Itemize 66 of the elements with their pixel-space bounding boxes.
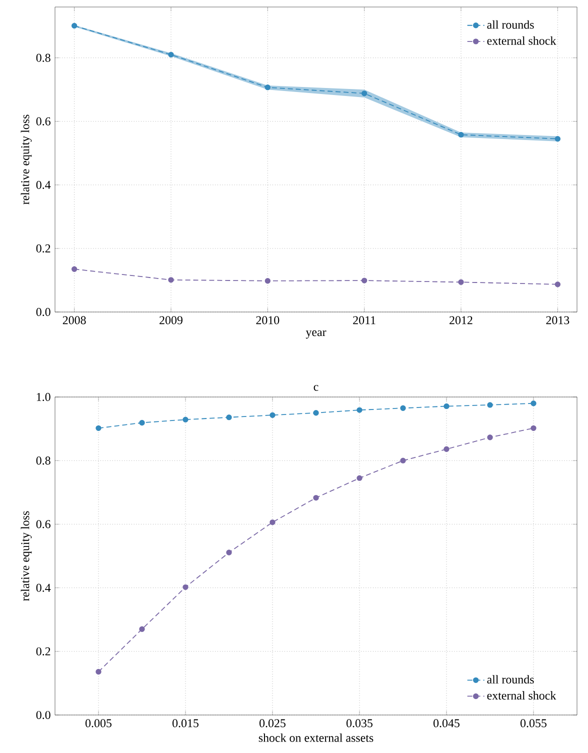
point (71, 266, 78, 272)
point (530, 400, 536, 406)
y-tick-label: 0.0 (36, 308, 50, 316)
y-tick-label: 0.2 (36, 244, 50, 253)
point (458, 279, 464, 285)
point (182, 416, 188, 422)
y-axis-title: relative equity loss (20, 114, 32, 204)
point (487, 434, 493, 440)
y-tick-label: 0.4 (36, 584, 51, 592)
legend-label: all rounds (487, 675, 534, 684)
point (96, 425, 102, 431)
y-tick-label: 0.6 (36, 520, 50, 528)
point (313, 410, 319, 416)
point (361, 278, 368, 284)
x-axis-title: shock on external assets (258, 733, 374, 742)
point (530, 425, 536, 431)
point (400, 458, 406, 464)
point (444, 403, 450, 410)
y-tick-label: 0.4 (36, 180, 51, 189)
point (168, 52, 174, 58)
x-tick-label: 0.055 (520, 719, 546, 728)
x-tick-label: 2011 (353, 316, 376, 324)
point (71, 22, 78, 29)
point (139, 420, 145, 426)
point (168, 277, 174, 283)
point (313, 494, 319, 501)
point (264, 84, 271, 90)
x-tick-label: 0.015 (172, 719, 198, 728)
y-axis-title: relative equity loss (20, 511, 32, 601)
y-tick-label: 0.0 (36, 710, 50, 720)
point (400, 405, 406, 411)
point (356, 407, 362, 413)
point (226, 414, 232, 420)
point (458, 132, 464, 138)
x-axis-title: year (306, 330, 326, 339)
x-tick-label: 2012 (450, 316, 472, 324)
legend-label: all rounds (487, 20, 534, 29)
point (139, 626, 145, 632)
y-tick-label: 1.0 (36, 392, 50, 402)
point (270, 519, 276, 526)
x-tick-label: 2010 (256, 316, 280, 324)
legend-label: external shock (487, 36, 556, 45)
point (356, 475, 362, 481)
point (444, 446, 450, 452)
x-tick-label: 2009 (160, 316, 182, 324)
x-tick-label: 2008 (62, 316, 86, 324)
point (270, 412, 276, 418)
x-tick-label: 0.045 (434, 719, 460, 728)
x-tick-label: 2013 (546, 316, 570, 324)
point (554, 136, 561, 142)
y-tick-label: 0.2 (36, 647, 50, 656)
x-tick-label: 0.025 (260, 719, 286, 728)
point (361, 90, 368, 96)
legend-label: external shock (487, 691, 556, 700)
point (226, 550, 232, 556)
chart-title: c (314, 385, 318, 391)
y-tick-label: 0.6 (36, 117, 50, 126)
point (264, 278, 271, 284)
point (487, 402, 493, 408)
x-tick-label: 0.005 (86, 719, 112, 728)
point (554, 282, 561, 288)
y-tick-label: 0.8 (36, 54, 50, 62)
point (96, 668, 102, 675)
y-tick-label: 0.8 (36, 456, 50, 465)
x-tick-label: 0.035 (346, 719, 372, 728)
point (182, 584, 188, 590)
